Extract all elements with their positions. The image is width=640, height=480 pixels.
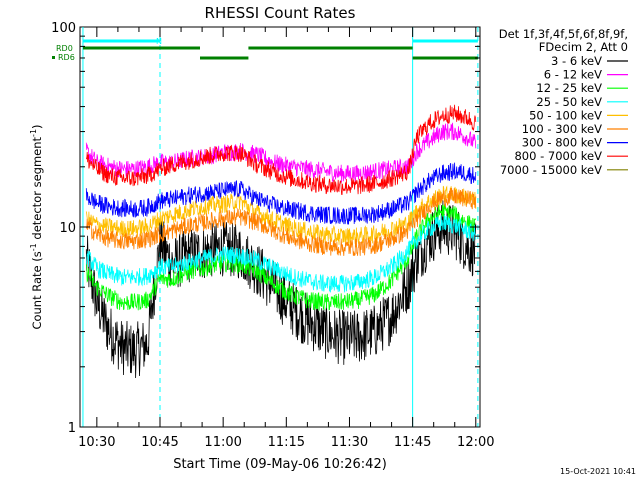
legend-label-2: 12 - 25 keV xyxy=(536,81,602,95)
x-tick-label-1: 10:45 xyxy=(141,435,178,450)
y-tick-label-1: 10 xyxy=(59,221,76,236)
y-tick-label-0: 1 xyxy=(68,421,76,436)
attenuator-bars xyxy=(52,46,478,60)
x-tick-label-0: 10:30 xyxy=(78,435,115,450)
legend-label-0: 3 - 6 keV xyxy=(551,54,602,68)
attenuator-marker xyxy=(52,56,55,59)
x-axis-ticks: 10:30 10:45 11:00 11:15 11:30 11:45 12:00 xyxy=(78,27,495,450)
y-axis-label: Count Rate (s-1 detector segment-1) xyxy=(29,124,44,329)
legend-label-8: 7000 - 15000 keV xyxy=(500,163,602,177)
series-6 xyxy=(85,162,477,225)
series-7 xyxy=(85,104,477,195)
series-5 xyxy=(85,187,477,256)
x-tick-label-2: 11:00 xyxy=(204,435,241,450)
legend-header-1: FDecim 2, Att 0 xyxy=(539,40,628,54)
legend-label-3: 25 - 50 keV xyxy=(536,95,602,109)
atten-marker-n: N xyxy=(156,37,162,46)
atten-label-rd0: RD0 xyxy=(56,44,73,53)
legend-label-6: 300 - 800 keV xyxy=(522,136,602,150)
legend-label-4: 50 - 100 keV xyxy=(529,108,602,122)
legend-label-1: 6 - 12 keV xyxy=(544,68,602,82)
series-1 xyxy=(85,122,477,183)
date-stamp: 15-Oct-2021 10:41 xyxy=(560,467,636,476)
legend: Det 1f,3f,4f,5f,6f,8f,9f,FDecim 2, Att 0… xyxy=(499,27,628,177)
x-tick-label-4: 11:30 xyxy=(331,435,368,450)
legend-header-0: Det 1f,3f,4f,5f,6f,8f,9f, xyxy=(499,27,628,41)
series-3 xyxy=(85,214,477,293)
y-tick-label-2: 100 xyxy=(51,21,76,36)
chart-title: RHESSI Count Rates xyxy=(205,4,356,22)
atten-label-rd6: RD6 xyxy=(58,53,75,62)
legend-label-7: 800 - 7000 keV xyxy=(514,149,602,163)
series-2 xyxy=(85,203,477,311)
series-lines xyxy=(85,104,477,379)
y-axis-ticks: 1 10 100 xyxy=(51,21,480,436)
x-tick-label-6: 12:00 xyxy=(457,435,494,450)
x-axis-label: Start Time (09-May-06 10:26:42) xyxy=(173,457,387,472)
legend-label-5: 100 - 300 keV xyxy=(522,122,602,136)
series-4 xyxy=(85,185,477,246)
x-tick-label-3: 11:15 xyxy=(268,435,305,450)
x-tick-label-5: 11:45 xyxy=(394,435,431,450)
